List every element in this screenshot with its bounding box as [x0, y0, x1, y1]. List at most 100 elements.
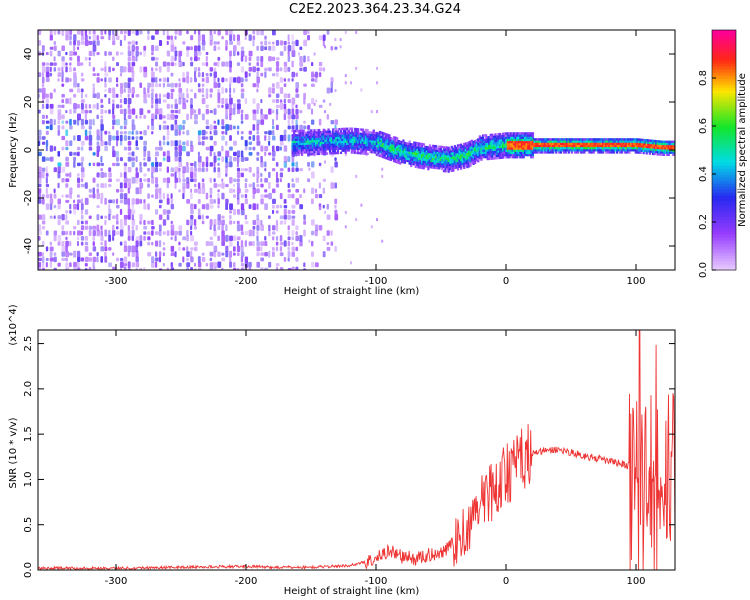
- ridge-cell: [322, 141, 325, 145]
- noise-cell: [38, 151, 42, 157]
- noise-cell: [194, 225, 197, 230]
- noise-cell: [123, 108, 127, 115]
- ridge-cell: [592, 138, 595, 141]
- noise-cell: [268, 135, 271, 141]
- ridge-cell: [371, 146, 374, 150]
- ridge-cell: [433, 155, 436, 159]
- ridge-cell: [339, 136, 343, 139]
- ridge-cell: [651, 150, 655, 153]
- ridge-cell: [325, 139, 329, 142]
- ridge-cell: [645, 147, 648, 151]
- noise-cell: [178, 151, 182, 157]
- ridge-cell: [303, 131, 307, 135]
- ridge-cell: [311, 135, 315, 139]
- ridge-cell: [400, 141, 403, 144]
- ridge-cell: [659, 146, 662, 150]
- ridge-cell: [505, 149, 508, 152]
- noise-cell: [65, 109, 68, 114]
- noise-cell: [100, 36, 105, 40]
- ridge-cell: [350, 129, 354, 133]
- ridge-cell: [378, 143, 382, 147]
- ridge-cell: [372, 151, 375, 154]
- noise-cell: [41, 194, 45, 199]
- noise-cell: [49, 246, 54, 252]
- ridge-cell: [552, 138, 555, 141]
- ridge-cell: [364, 143, 368, 147]
- noise-cell: [135, 130, 139, 135]
- ridge-cell: [495, 156, 499, 160]
- noise-cell: [236, 62, 241, 66]
- ridge-cell: [552, 149, 555, 152]
- ridge-cell: [498, 156, 502, 160]
- ridge-cell: [548, 146, 552, 150]
- noise-cell: [73, 152, 77, 156]
- noise-cell: [256, 30, 260, 36]
- ridge-cell: [297, 136, 301, 139]
- ridge-cell: [592, 146, 595, 150]
- noise-cell: [221, 61, 225, 67]
- ridge-cell: [375, 142, 379, 146]
- noise-cell: [65, 267, 70, 270]
- ridge-cell: [305, 151, 308, 154]
- noise-cell: [194, 50, 198, 57]
- ridge-cell: [364, 135, 368, 138]
- ridge-cell: [628, 138, 631, 141]
- ridge-cell: [556, 140, 559, 143]
- ridge-cell: [581, 146, 584, 150]
- ridge-cell: [662, 153, 666, 156]
- noise-cell: [225, 88, 228, 93]
- noise-cell: [139, 187, 142, 195]
- ridge-cell: [626, 140, 630, 143]
- ridge-cell: [559, 146, 563, 150]
- ridge-cell: [511, 149, 514, 152]
- ridge-cell: [339, 145, 343, 148]
- ridge-cell: [665, 142, 669, 146]
- ridge-cell: [293, 138, 296, 141]
- ridge-cell: [445, 146, 449, 149]
- ridge-cell: [467, 163, 471, 166]
- noise-cell: [197, 182, 201, 189]
- ridge-cell: [313, 142, 316, 145]
- ridge-cell: [394, 140, 397, 144]
- noise-cell: [38, 177, 42, 184]
- ridge-cell: [425, 161, 428, 164]
- noise-cell: [240, 83, 244, 88]
- noise-cell: [80, 34, 85, 41]
- noise-cell: [80, 140, 85, 146]
- ridge-cell: [614, 149, 617, 152]
- noise-cell: [291, 156, 295, 163]
- noise-cell: [147, 156, 151, 162]
- noise-cell: [233, 50, 236, 57]
- noise-cell: [190, 214, 194, 220]
- noise-cell: [225, 114, 229, 120]
- ridge-cell: [346, 136, 349, 139]
- ridge-cell: [589, 144, 592, 148]
- ridge-cell: [435, 155, 438, 159]
- noise-cell: [147, 150, 151, 157]
- noise-cell: [112, 162, 116, 167]
- noise-cell: [240, 194, 244, 198]
- noise-cell: [268, 261, 272, 268]
- ridge-cell: [564, 151, 567, 154]
- ridge-cell: [296, 134, 299, 137]
- noise-cell: [166, 230, 170, 236]
- ridge-cell: [480, 149, 483, 153]
- ridge-cell: [425, 163, 428, 166]
- noise-cell: [143, 203, 147, 210]
- noise-cell: [143, 140, 147, 146]
- noise-cell: [127, 146, 132, 151]
- ridge-cell: [620, 151, 623, 154]
- ridge-cell: [296, 136, 299, 139]
- ridge-cell: [498, 137, 502, 140]
- noise-cell: [260, 30, 264, 36]
- ridge-cell: [369, 148, 372, 152]
- ridge-cell: [653, 150, 656, 154]
- ridge-cell: [377, 141, 380, 144]
- ridge-cell: [347, 131, 350, 135]
- ridge-cell: [514, 143, 517, 146]
- noise-cell: [170, 72, 174, 77]
- noise-cell: [174, 50, 178, 57]
- ridge-cell: [383, 156, 386, 159]
- ridge-cell: [506, 132, 510, 135]
- ridge-cell: [503, 138, 506, 142]
